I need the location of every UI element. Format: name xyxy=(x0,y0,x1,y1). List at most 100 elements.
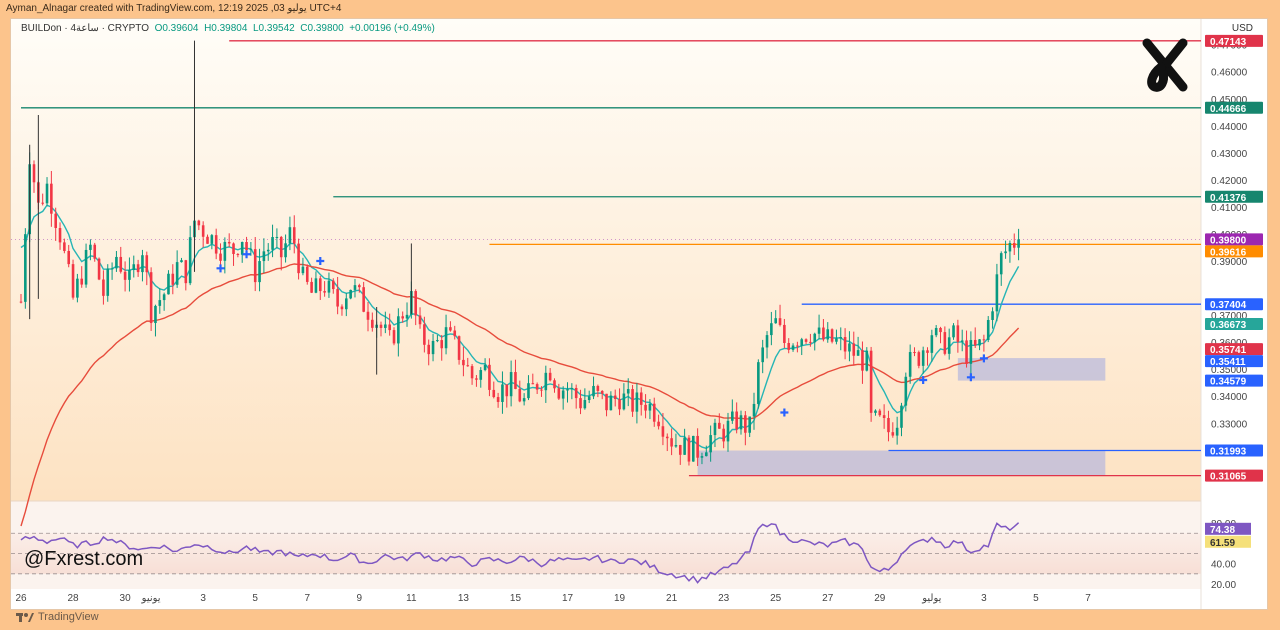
candle-down[interactable] xyxy=(553,378,556,393)
candle-up[interactable] xyxy=(314,271,318,294)
candle-up[interactable] xyxy=(262,238,266,274)
candle-up[interactable] xyxy=(258,248,261,292)
candle-up[interactable] xyxy=(110,262,114,280)
candle-up[interactable] xyxy=(501,371,504,414)
chart-frame[interactable]: 0.470000.460000.450000.440000.430000.420… xyxy=(10,18,1268,610)
candle-up[interactable] xyxy=(791,343,795,352)
candle-up[interactable] xyxy=(731,399,734,424)
candle-up[interactable] xyxy=(384,311,387,334)
candle-up[interactable] xyxy=(934,325,938,338)
candle-up[interactable] xyxy=(188,225,192,286)
candle-down[interactable] xyxy=(392,327,396,346)
candle-down[interactable] xyxy=(822,318,825,342)
candle-down[interactable] xyxy=(505,384,509,408)
price-tag[interactable]: 0.35741 xyxy=(1205,343,1263,356)
candle-up[interactable] xyxy=(813,332,817,351)
candle-up[interactable] xyxy=(648,399,652,420)
candle-down[interactable] xyxy=(362,281,365,313)
candle-up[interactable] xyxy=(800,337,804,356)
candle-up[interactable] xyxy=(266,243,270,261)
candle-down[interactable] xyxy=(50,170,53,227)
candle-up[interactable] xyxy=(240,241,244,263)
candle-up[interactable] xyxy=(757,359,760,409)
candle-up[interactable] xyxy=(24,228,27,309)
candle-down[interactable] xyxy=(939,326,942,344)
candle-up[interactable] xyxy=(904,372,908,412)
candle-up[interactable] xyxy=(999,251,1003,286)
candle-down[interactable] xyxy=(427,339,431,366)
candle-down[interactable] xyxy=(418,307,422,329)
candle-up[interactable] xyxy=(288,216,292,251)
candle-up[interactable] xyxy=(561,386,565,410)
price-tag[interactable]: 0.31993 xyxy=(1205,444,1263,458)
rsi-line[interactable] xyxy=(20,522,1020,584)
candle-down[interactable] xyxy=(809,333,812,347)
signal-cross-icon[interactable] xyxy=(216,264,225,273)
candle-down[interactable] xyxy=(32,160,36,193)
candle-up[interactable] xyxy=(223,237,227,274)
candle-up[interactable] xyxy=(271,224,274,258)
candle-up[interactable] xyxy=(700,452,704,465)
candle-down[interactable] xyxy=(279,235,283,271)
candle-up[interactable] xyxy=(327,272,331,298)
candle-up[interactable] xyxy=(991,307,994,329)
candle-up[interactable] xyxy=(76,273,79,303)
candle-down[interactable] xyxy=(869,346,873,422)
candle-up[interactable] xyxy=(952,323,955,340)
candle-up[interactable] xyxy=(128,257,131,292)
tradingview-footer[interactable]: TradingView xyxy=(16,611,99,623)
candle-down[interactable] xyxy=(878,408,882,417)
candle-up[interactable] xyxy=(908,344,912,384)
candle-down[interactable] xyxy=(518,380,522,403)
candle-down[interactable] xyxy=(973,327,977,348)
candle-up[interactable] xyxy=(249,242,253,256)
candle-up[interactable] xyxy=(106,264,110,302)
candle-up[interactable] xyxy=(930,329,934,362)
candle-up[interactable] xyxy=(345,292,348,317)
candle-up[interactable] xyxy=(635,383,639,424)
candle-down[interactable] xyxy=(184,259,188,291)
price-tag[interactable]: 0.37404 xyxy=(1205,298,1263,311)
candle-down[interactable] xyxy=(618,388,621,416)
candle-up[interactable] xyxy=(826,322,830,343)
chart-canvas[interactable]: 0.470000.460000.450000.440000.430000.420… xyxy=(11,19,1267,609)
candle-down[interactable] xyxy=(470,363,474,385)
price-tag[interactable]: 0.31065 xyxy=(1205,469,1263,483)
candle-up[interactable] xyxy=(275,228,279,249)
candle-up[interactable] xyxy=(978,338,981,351)
ema-slow-line[interactable] xyxy=(20,263,1020,527)
candle-up[interactable] xyxy=(817,314,821,340)
rsi-value-tag[interactable]: 74.38 xyxy=(1205,522,1251,536)
candle-down[interactable] xyxy=(596,384,600,398)
candle-down[interactable] xyxy=(453,325,457,340)
candle-down[interactable] xyxy=(310,277,313,294)
candle-up[interactable] xyxy=(544,365,548,403)
candle-down[interactable] xyxy=(401,311,404,323)
candle-down[interactable] xyxy=(514,359,517,390)
candle-down[interactable] xyxy=(718,413,721,429)
price-tag[interactable]: 0.44666 xyxy=(1205,101,1263,115)
candle-down[interactable] xyxy=(67,244,71,268)
candle-up[interactable] xyxy=(115,251,118,272)
candle-up[interactable] xyxy=(84,243,88,288)
candle-down[interactable] xyxy=(540,386,543,397)
candle-down[interactable] xyxy=(631,384,634,417)
candle-up[interactable] xyxy=(175,250,179,288)
candle-down[interactable] xyxy=(171,264,175,295)
legend-symbol[interactable]: BUILDon · 4ساعة · CRYPTO xyxy=(21,23,149,34)
candle-up[interactable] xyxy=(709,425,712,462)
candle-down[interactable] xyxy=(535,382,539,395)
price-tag[interactable]: 0.47143 xyxy=(1205,34,1263,48)
candle-down[interactable] xyxy=(496,392,500,408)
candle-down[interactable] xyxy=(735,402,738,434)
candle-up[interactable] xyxy=(405,302,409,327)
candle-up[interactable] xyxy=(774,310,777,324)
candle-down[interactable] xyxy=(80,266,84,288)
price-tag[interactable]: 0.41376 xyxy=(1205,190,1263,204)
candle-down[interactable] xyxy=(475,375,478,387)
candle-down[interactable] xyxy=(613,389,617,407)
candle-down[interactable] xyxy=(102,270,105,305)
candle-down[interactable] xyxy=(206,234,209,244)
candle-down[interactable] xyxy=(93,242,97,262)
candle-down[interactable] xyxy=(336,276,339,315)
